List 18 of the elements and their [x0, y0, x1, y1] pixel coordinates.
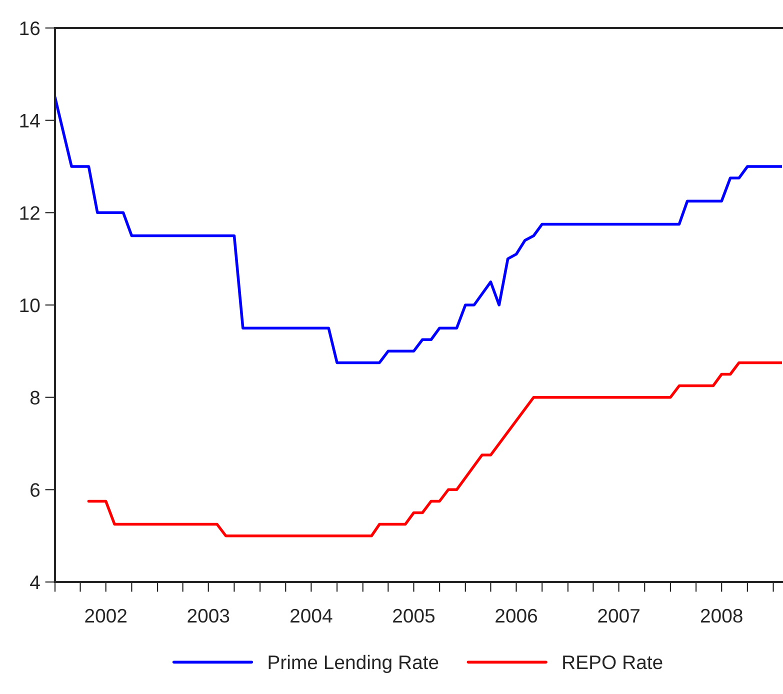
y-tick-label: 4 [30, 576, 40, 590]
line-series [55, 96, 782, 364]
x-tick-label: 2003 [188, 608, 230, 623]
y-tick-label: 14 [20, 114, 40, 128]
legend-label: Prime Lending Rate [268, 654, 438, 674]
line-series [87, 361, 782, 538]
legend-label: REPO Rate [563, 655, 662, 670]
x-tick-label: 2007 [598, 608, 640, 623]
x-tick-label: 2006 [496, 608, 538, 623]
y-tick-label: 16 [20, 21, 40, 36]
x-tick-label: 2008 [700, 608, 742, 623]
y-tick-label: 12 [20, 206, 40, 220]
y-tick-label: 6 [30, 483, 40, 497]
x-tick-label: 2004 [290, 608, 332, 623]
y-tick-label: 10 [20, 298, 40, 312]
y-tick-label: 8 [30, 390, 40, 405]
x-tick-label: 2002 [85, 608, 126, 623]
x-tick-label: 2005 [393, 608, 435, 623]
